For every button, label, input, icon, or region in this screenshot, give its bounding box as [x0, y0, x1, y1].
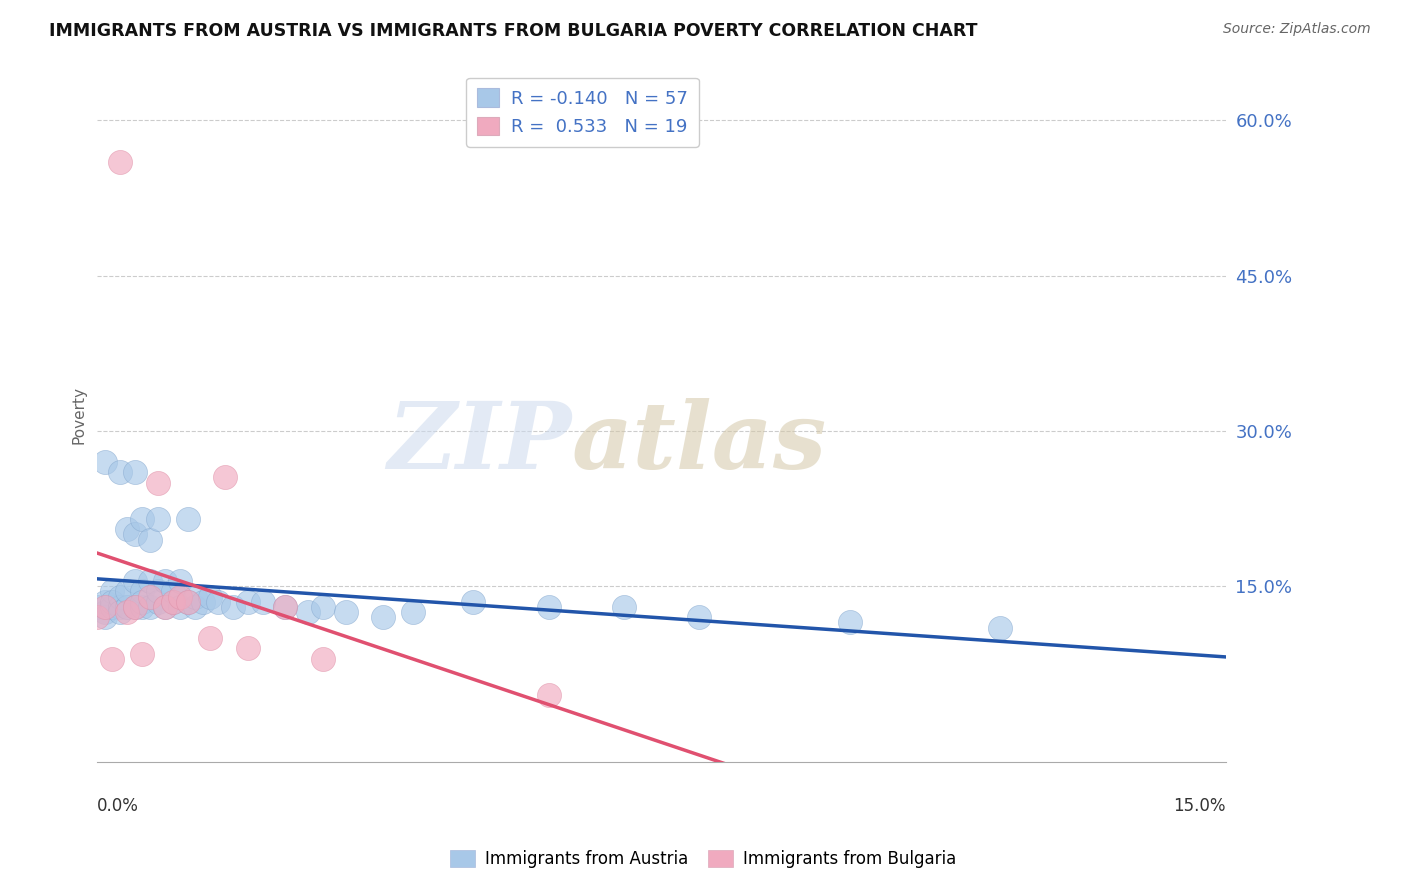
Point	[146, 595, 169, 609]
Point	[94, 455, 117, 469]
Point	[176, 512, 198, 526]
Point	[131, 599, 153, 614]
Point	[124, 599, 146, 614]
Legend: R = -0.140   N = 57, R =  0.533   N = 19: R = -0.140 N = 57, R = 0.533 N = 19	[467, 78, 699, 147]
Point	[124, 466, 146, 480]
Point	[117, 599, 139, 614]
Point	[94, 610, 117, 624]
Point	[537, 599, 560, 614]
Point	[108, 466, 131, 480]
Text: Source: ZipAtlas.com: Source: ZipAtlas.com	[1223, 22, 1371, 37]
Point	[131, 584, 153, 599]
Point	[124, 527, 146, 541]
Point	[274, 599, 297, 614]
Point	[153, 599, 176, 614]
Point	[222, 599, 245, 614]
Point	[176, 595, 198, 609]
Point	[117, 584, 139, 599]
Text: atlas: atlas	[571, 398, 827, 488]
Point	[139, 599, 162, 614]
Point	[108, 599, 131, 614]
Point	[94, 595, 117, 609]
Point	[312, 599, 335, 614]
Point	[162, 595, 184, 609]
Point	[207, 595, 229, 609]
Text: ZIP: ZIP	[387, 398, 571, 488]
Point	[101, 651, 124, 665]
Point	[214, 470, 236, 484]
Point	[236, 595, 259, 609]
Point	[131, 512, 153, 526]
Point	[94, 605, 117, 619]
Y-axis label: Poverty: Poverty	[72, 386, 86, 444]
Point	[124, 574, 146, 588]
Point	[117, 605, 139, 619]
Point	[162, 584, 184, 599]
Point	[402, 605, 425, 619]
Point	[198, 631, 221, 645]
Point	[94, 599, 117, 614]
Point	[146, 512, 169, 526]
Point	[131, 595, 153, 609]
Point	[688, 610, 710, 624]
Point	[988, 621, 1011, 635]
Point	[198, 590, 221, 604]
Point	[101, 584, 124, 599]
Point	[537, 688, 560, 702]
Point	[297, 605, 319, 619]
Point	[86, 599, 108, 614]
Point	[108, 154, 131, 169]
Point	[252, 595, 274, 609]
Point	[139, 574, 162, 588]
Point	[146, 475, 169, 490]
Point	[335, 605, 357, 619]
Point	[169, 590, 191, 604]
Text: 0.0%: 0.0%	[97, 797, 139, 815]
Point	[613, 599, 636, 614]
Point	[373, 610, 395, 624]
Point	[312, 651, 335, 665]
Point	[153, 599, 176, 614]
Point	[191, 595, 214, 609]
Point	[274, 599, 297, 614]
Text: IMMIGRANTS FROM AUSTRIA VS IMMIGRANTS FROM BULGARIA POVERTY CORRELATION CHART: IMMIGRANTS FROM AUSTRIA VS IMMIGRANTS FR…	[49, 22, 977, 40]
Point	[131, 647, 153, 661]
Point	[139, 533, 162, 547]
Point	[153, 574, 176, 588]
Point	[162, 595, 184, 609]
Point	[101, 599, 124, 614]
Point	[124, 599, 146, 614]
Point	[117, 522, 139, 536]
Point	[236, 641, 259, 656]
Point	[463, 595, 485, 609]
Point	[146, 584, 169, 599]
Point	[101, 595, 124, 609]
Point	[169, 574, 191, 588]
Point	[184, 599, 207, 614]
Point	[838, 615, 860, 630]
Text: 15.0%: 15.0%	[1173, 797, 1226, 815]
Point	[169, 599, 191, 614]
Point	[108, 590, 131, 604]
Point	[139, 590, 162, 604]
Point	[176, 595, 198, 609]
Point	[108, 605, 131, 619]
Point	[184, 590, 207, 604]
Legend: Immigrants from Austria, Immigrants from Bulgaria: Immigrants from Austria, Immigrants from…	[443, 843, 963, 875]
Point	[86, 610, 108, 624]
